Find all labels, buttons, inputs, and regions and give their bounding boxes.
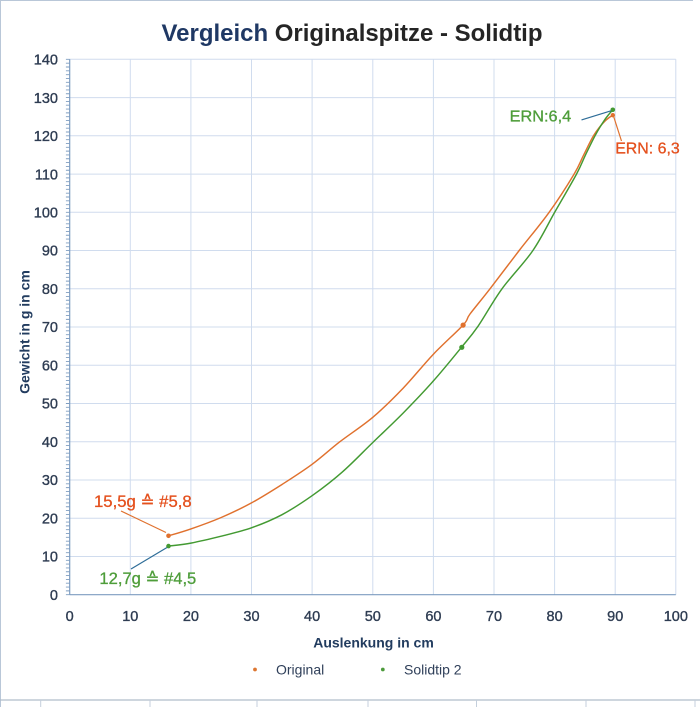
- svg-text:30: 30: [243, 609, 259, 625]
- svg-text:120: 120: [34, 129, 58, 145]
- svg-text:Auslenkung in cm: Auslenkung in cm: [313, 635, 434, 651]
- svg-text:130: 130: [34, 91, 58, 107]
- svg-text:70: 70: [486, 609, 502, 625]
- svg-text:15,5g ≙ #5,8: 15,5g ≙ #5,8: [94, 493, 192, 511]
- svg-text:Gewicht in g in cm: Gewicht in g in cm: [17, 270, 33, 394]
- svg-text:100: 100: [664, 609, 688, 625]
- svg-text:90: 90: [42, 244, 58, 260]
- svg-text:40: 40: [304, 609, 320, 625]
- svg-text:70: 70: [42, 320, 58, 336]
- svg-text:90: 90: [607, 609, 623, 625]
- svg-text:ERN: 6,3: ERN: 6,3: [615, 141, 680, 158]
- svg-text:Original: Original: [276, 662, 324, 678]
- svg-text:Solidtip 2: Solidtip 2: [404, 662, 462, 678]
- svg-text:ERN:6,4: ERN:6,4: [510, 108, 572, 125]
- svg-text:30: 30: [42, 473, 58, 489]
- svg-text:Vergleich Originalspitze - Sol: Vergleich Originalspitze - Solidtip: [162, 20, 543, 47]
- svg-text:20: 20: [183, 609, 199, 625]
- svg-text:12,7g ≙ #4,5: 12,7g ≙ #4,5: [99, 570, 196, 588]
- svg-text:140: 140: [34, 53, 58, 69]
- svg-text:80: 80: [547, 609, 563, 625]
- svg-text:50: 50: [42, 397, 58, 413]
- svg-text:100: 100: [34, 206, 58, 222]
- svg-text:20: 20: [42, 511, 58, 527]
- svg-text:0: 0: [66, 609, 74, 625]
- svg-text:50: 50: [365, 609, 381, 625]
- svg-text:10: 10: [42, 550, 58, 566]
- svg-text:10: 10: [122, 609, 138, 625]
- svg-text:60: 60: [42, 359, 58, 375]
- svg-text:0: 0: [50, 588, 58, 604]
- svg-text:110: 110: [35, 167, 58, 183]
- svg-text:60: 60: [425, 609, 441, 625]
- svg-text:40: 40: [42, 435, 58, 451]
- svg-text:80: 80: [42, 282, 58, 298]
